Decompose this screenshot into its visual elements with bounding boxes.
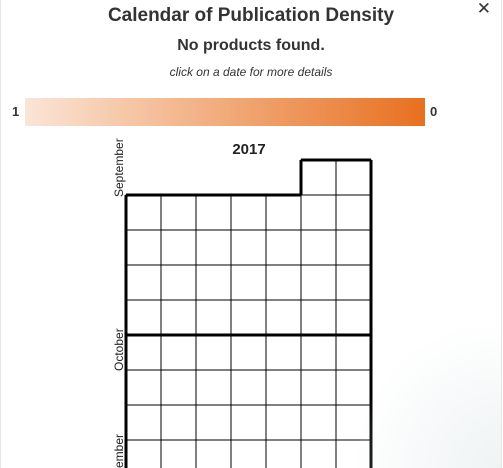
day-cell[interactable] xyxy=(160,369,197,406)
day-cell[interactable] xyxy=(335,404,372,441)
day-cell[interactable] xyxy=(230,334,267,371)
day-cell[interactable] xyxy=(335,264,372,301)
day-cell[interactable] xyxy=(300,369,337,406)
day-cell[interactable] xyxy=(195,194,232,231)
day-cell[interactable] xyxy=(160,439,197,468)
day-cell[interactable] xyxy=(160,404,197,441)
day-cell[interactable] xyxy=(195,299,232,336)
day-cell[interactable] xyxy=(265,229,302,266)
day-cell[interactable] xyxy=(300,264,337,301)
legend-color-bar xyxy=(25,98,425,126)
hint-text: click on a date for more details xyxy=(169,65,333,79)
legend-max-label: 0 xyxy=(430,104,438,119)
day-cell[interactable] xyxy=(230,299,267,336)
day-cell[interactable] xyxy=(265,334,302,371)
day-cell[interactable] xyxy=(160,299,197,336)
day-cell[interactable] xyxy=(125,264,162,301)
day-cell[interactable] xyxy=(300,159,337,196)
day-cell[interactable] xyxy=(335,194,372,231)
day-cell[interactable] xyxy=(335,439,372,468)
day-cell[interactable] xyxy=(265,194,302,231)
day-cell[interactable] xyxy=(125,334,162,371)
day-cell[interactable] xyxy=(300,439,337,468)
day-cell[interactable] xyxy=(300,299,337,336)
day-cell[interactable] xyxy=(335,159,372,196)
day-cell[interactable] xyxy=(230,439,267,468)
day-cell[interactable] xyxy=(265,369,302,406)
day-cell[interactable] xyxy=(230,264,267,301)
day-cell[interactable] xyxy=(230,229,267,266)
day-cell[interactable] xyxy=(195,229,232,266)
day-cell[interactable] xyxy=(230,369,267,406)
day-cell[interactable] xyxy=(160,229,197,266)
day-cell[interactable] xyxy=(125,404,162,441)
dialog-title: Calendar of Publication Density xyxy=(107,5,395,26)
day-cell[interactable] xyxy=(195,404,232,441)
day-cell[interactable] xyxy=(125,369,162,406)
day-cell[interactable] xyxy=(265,299,302,336)
day-cell[interactable] xyxy=(125,439,162,468)
day-cell[interactable] xyxy=(300,404,337,441)
day-cell[interactable] xyxy=(300,194,337,231)
day-cell[interactable] xyxy=(335,369,372,406)
day-cell[interactable] xyxy=(335,229,372,266)
day-cell[interactable] xyxy=(335,299,372,336)
day-cell[interactable] xyxy=(230,404,267,441)
day-cell[interactable] xyxy=(125,194,162,231)
day-cell[interactable] xyxy=(300,229,337,266)
day-cell[interactable] xyxy=(300,334,337,371)
day-cell[interactable] xyxy=(195,369,232,406)
close-icon[interactable]: ✕ xyxy=(476,0,491,18)
no-products-message: No products found. xyxy=(177,37,325,54)
day-cell[interactable] xyxy=(125,299,162,336)
legend-min-label: 1 xyxy=(12,104,20,119)
day-cell[interactable] xyxy=(265,439,302,468)
day-cell[interactable] xyxy=(265,264,302,301)
day-cell[interactable] xyxy=(160,264,197,301)
year-label: 2017 xyxy=(232,141,266,158)
day-cell[interactable] xyxy=(160,194,197,231)
day-cell[interactable] xyxy=(335,334,372,371)
day-cell[interactable] xyxy=(230,194,267,231)
day-cell[interactable] xyxy=(125,229,162,266)
day-cell[interactable] xyxy=(265,404,302,441)
day-cell[interactable] xyxy=(195,264,232,301)
day-cell[interactable] xyxy=(195,439,232,468)
day-cell[interactable] xyxy=(195,334,232,371)
day-cell[interactable] xyxy=(160,334,197,371)
